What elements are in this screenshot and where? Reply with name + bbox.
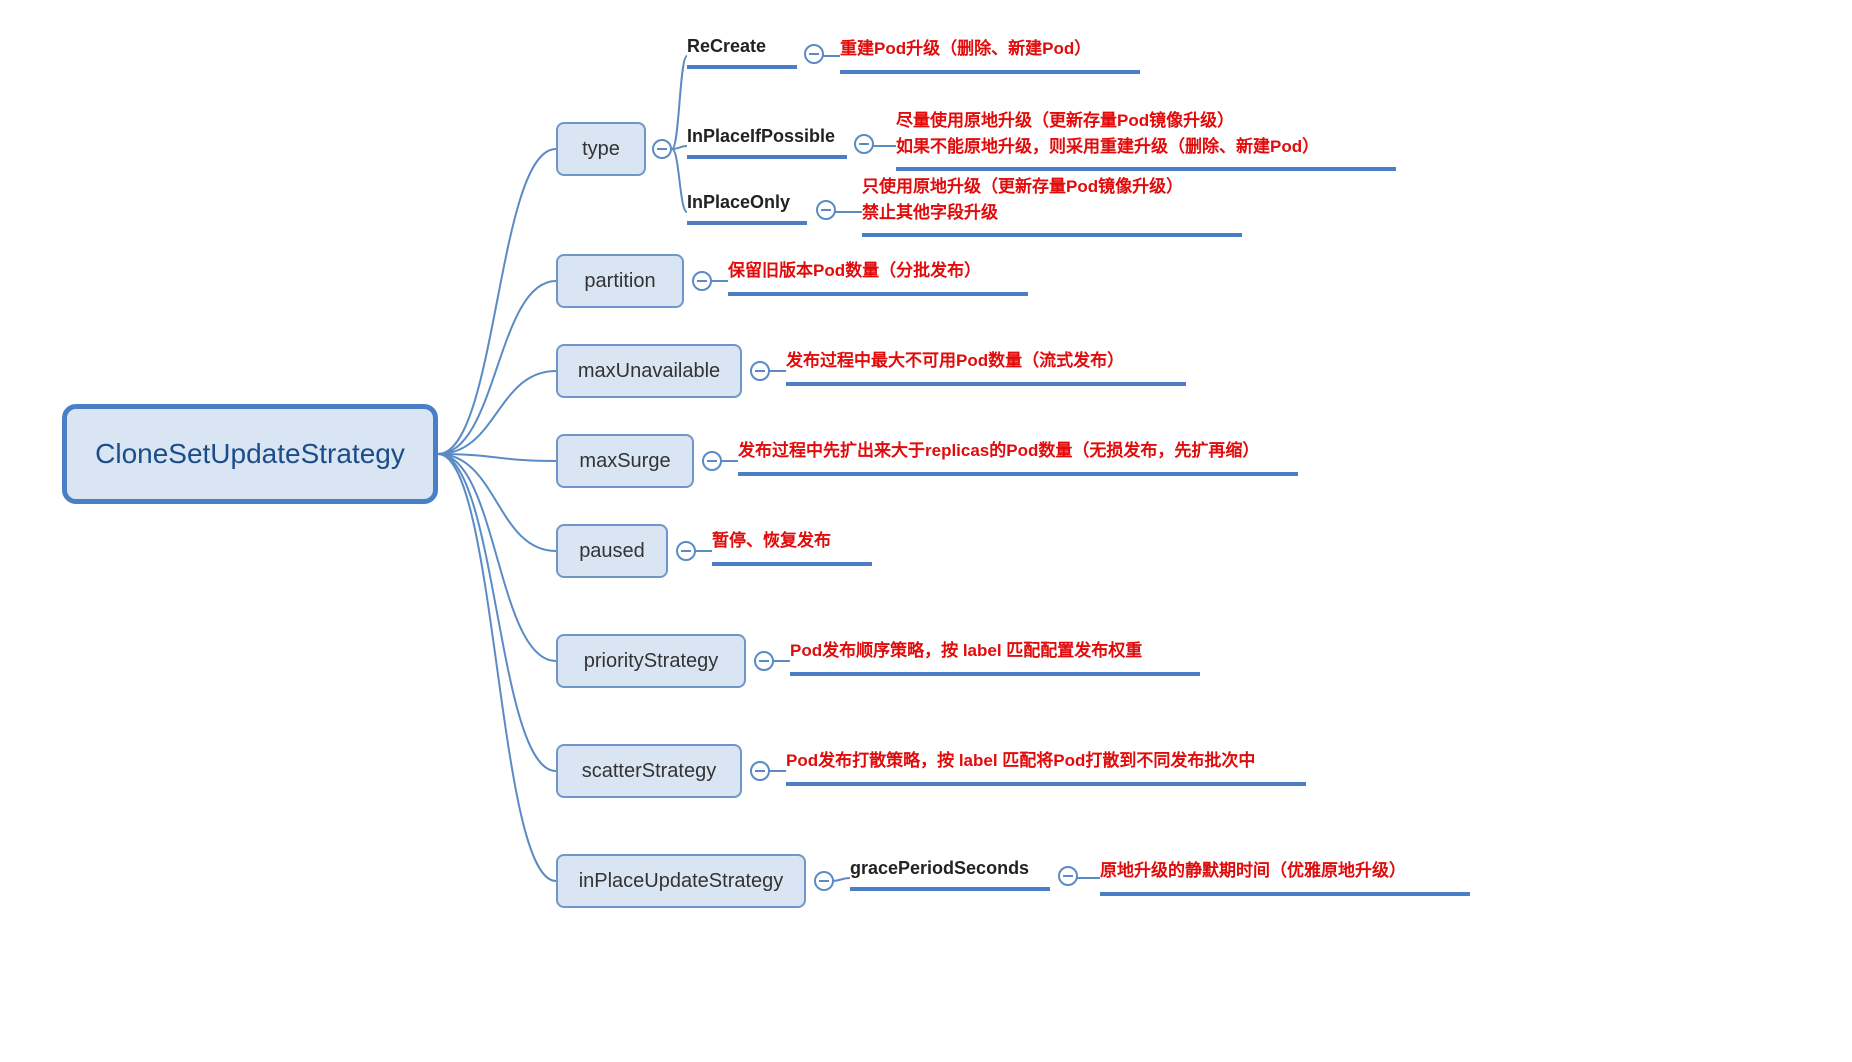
node-label-maxSurge: maxSurge (579, 450, 670, 473)
node-label-type: type (582, 138, 620, 161)
desc-type-leaf-0: 重建Pod升级（删除、新建Pod） (840, 36, 1140, 74)
collapse-icon-inPlaceUpdateStrategy-leaf-0[interactable] (1058, 866, 1078, 886)
collapse-icon-maxUnavailable[interactable] (750, 361, 770, 381)
leaf-inPlaceUpdateStrategy-0[interactable]: gracePeriodSeconds (850, 858, 1050, 891)
collapse-icon-type-leaf-0[interactable] (804, 44, 824, 64)
desc-maxSurge: 发布过程中先扩出来大于replicas的Pod数量（无损发布，先扩再缩） (738, 438, 1298, 476)
root-label: CloneSetUpdateStrategy (95, 438, 405, 470)
node-inPlaceUpdateStrategy[interactable]: inPlaceUpdateStrategy (556, 854, 806, 908)
node-maxUnavailable[interactable]: maxUnavailable (556, 344, 742, 398)
root-node[interactable]: CloneSetUpdateStrategy (62, 404, 438, 504)
collapse-icon-inPlaceUpdateStrategy[interactable] (814, 871, 834, 891)
node-label-inPlaceUpdateStrategy: inPlaceUpdateStrategy (579, 870, 784, 893)
desc-partition: 保留旧版本Pod数量（分批发布） (728, 258, 1028, 296)
node-partition[interactable]: partition (556, 254, 684, 308)
collapse-icon-type-leaf-2[interactable] (816, 200, 836, 220)
node-label-partition: partition (584, 270, 655, 293)
desc-type-leaf-1: 尽量使用原地升级（更新存量Pod镜像升级） 如果不能原地升级，则采用重建升级（删… (896, 108, 1396, 171)
node-label-scatterStrategy: scatterStrategy (582, 760, 717, 783)
desc-scatterStrategy: Pod发布打散策略，按 label 匹配将Pod打散到不同发布批次中 (786, 748, 1306, 786)
collapse-icon-partition[interactable] (692, 271, 712, 291)
node-paused[interactable]: paused (556, 524, 668, 578)
leaf-type-0[interactable]: ReCreate (687, 36, 797, 69)
collapse-icon-priorityStrategy[interactable] (754, 651, 774, 671)
collapse-icon-type-leaf-1[interactable] (854, 134, 874, 154)
node-scatterStrategy[interactable]: scatterStrategy (556, 744, 742, 798)
collapse-icon-type[interactable] (652, 139, 672, 159)
node-maxSurge[interactable]: maxSurge (556, 434, 694, 488)
desc-priorityStrategy: Pod发布顺序策略，按 label 匹配配置发布权重 (790, 638, 1200, 676)
desc-paused: 暂停、恢复发布 (712, 528, 872, 566)
desc-type-leaf-2: 只使用原地升级（更新存量Pod镜像升级） 禁止其他字段升级 (862, 174, 1242, 237)
leaf-type-1[interactable]: InPlaceIfPossible (687, 126, 847, 159)
node-label-maxUnavailable: maxUnavailable (578, 360, 720, 383)
node-label-priorityStrategy: priorityStrategy (584, 650, 719, 673)
node-priorityStrategy[interactable]: priorityStrategy (556, 634, 746, 688)
desc-inPlaceUpdateStrategy-leaf-0: 原地升级的静默期时间（优雅原地升级） (1100, 858, 1470, 896)
desc-maxUnavailable: 发布过程中最大不可用Pod数量（流式发布） (786, 348, 1186, 386)
collapse-icon-scatterStrategy[interactable] (750, 761, 770, 781)
collapse-icon-maxSurge[interactable] (702, 451, 722, 471)
node-type[interactable]: type (556, 122, 646, 176)
node-label-paused: paused (579, 540, 645, 563)
collapse-icon-paused[interactable] (676, 541, 696, 561)
leaf-type-2[interactable]: InPlaceOnly (687, 192, 807, 225)
